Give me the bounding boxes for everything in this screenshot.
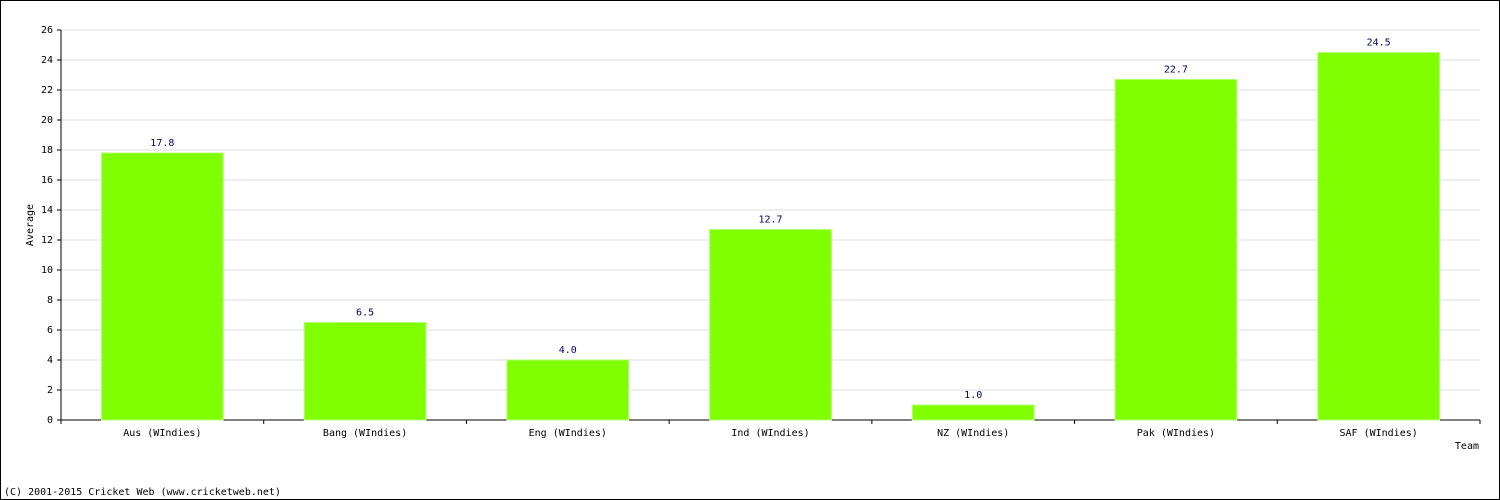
y-tick-label: 22	[41, 85, 53, 96]
y-tick-label: 24	[41, 55, 53, 66]
bar	[911, 404, 1035, 421]
y-tick-label: 20	[41, 115, 53, 126]
value-label: 17.8	[150, 138, 174, 149]
value-label: 22.7	[1164, 65, 1188, 76]
footer: (C) 2001-2015 Cricket Web (www.cricketwe…	[4, 487, 281, 498]
bar	[303, 322, 427, 421]
y-tick-label: 8	[47, 295, 53, 306]
y-tick-label: 6	[47, 325, 53, 336]
y-tick-label: 0	[47, 415, 53, 426]
y-axis-label: Average	[25, 204, 36, 246]
y-tick-label: 18	[41, 145, 53, 156]
x-axis-label: Team	[1455, 441, 1479, 452]
x-tick-label: Eng (WIndies)	[529, 428, 607, 439]
y-tick-label: 10	[41, 265, 53, 276]
x-tick-label: Aus (WIndies)	[123, 428, 201, 439]
x-tick-label: NZ (WIndies)	[937, 428, 1009, 439]
x-tick-label: Pak (WIndies)	[1137, 428, 1215, 439]
bar	[709, 229, 832, 421]
x-tick-label: Bang (WIndies)	[323, 428, 407, 439]
y-tick-label: 14	[41, 205, 53, 216]
bar	[1114, 79, 1238, 421]
bar	[506, 359, 630, 421]
y-tick-label: 12	[41, 235, 53, 246]
value-label: 4.0	[559, 345, 577, 356]
y-tick-label: 16	[41, 175, 53, 186]
value-label: 24.5	[1367, 38, 1391, 49]
value-label: 1.0	[964, 390, 982, 401]
x-tick-label: SAF (WIndies)	[1340, 428, 1418, 439]
x-tick-label: Ind (WIndies)	[731, 428, 809, 439]
value-label: 6.5	[356, 308, 374, 319]
bar	[1317, 52, 1440, 421]
bar	[101, 152, 224, 421]
y-tick-label: 4	[47, 355, 53, 366]
y-tick-label: 26	[41, 25, 53, 36]
y-tick-label: 2	[47, 385, 53, 396]
value-label: 12.7	[758, 215, 782, 226]
